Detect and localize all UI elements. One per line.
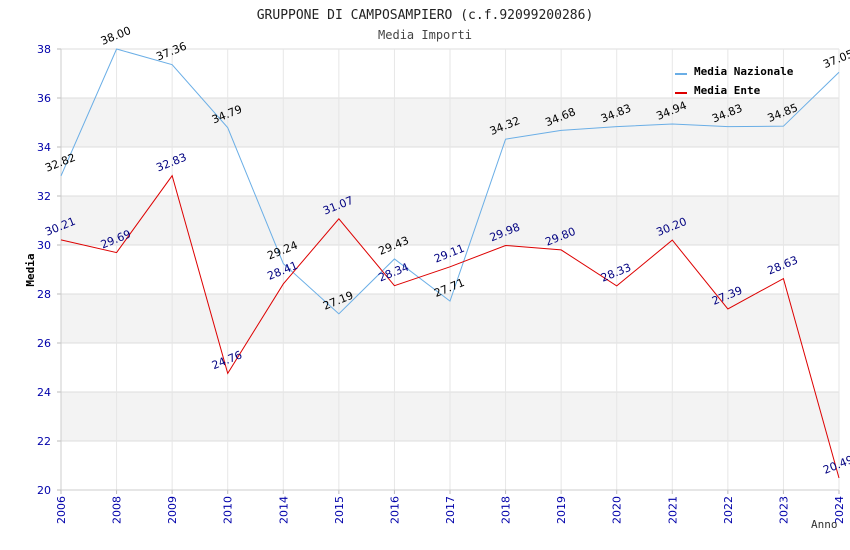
- data-label: 32.83: [154, 151, 188, 175]
- x-tick-label: 2022: [722, 496, 735, 524]
- chart-subtitle: Media Importi: [378, 28, 472, 42]
- x-tick-label: 2020: [611, 496, 624, 524]
- series-line-media-nazionale: [60, 48, 840, 315]
- x-tick-label: 2010: [222, 496, 235, 524]
- x-tick-label: 2016: [388, 496, 401, 524]
- y-tick-labels: 20 22 24 26 28 30 32 34 36 38: [37, 43, 51, 497]
- x-tick-label: 2024: [833, 496, 846, 524]
- y-tick-label: 26: [37, 337, 51, 350]
- x-tick-label: 2006: [55, 496, 68, 524]
- axes: [60, 49, 839, 491]
- data-label: 32.82: [43, 151, 77, 175]
- x-tick-label: 2021: [666, 496, 679, 524]
- y-tick-label: 32: [37, 190, 51, 203]
- legend-label: Media Ente: [694, 84, 761, 97]
- x-tick-label: 2023: [777, 496, 790, 524]
- y-tick-label: 30: [37, 239, 51, 252]
- y-tick-label: 20: [37, 484, 51, 497]
- y-tick-label: 38: [37, 43, 51, 56]
- series-lines: [60, 48, 840, 479]
- data-label: 28.34: [377, 261, 411, 285]
- data-label: 38.00: [99, 24, 133, 48]
- x-tick-label: 2017: [444, 496, 457, 524]
- x-tick-label: 2014: [277, 496, 290, 524]
- x-tick-label: 2019: [555, 496, 568, 524]
- chart-title: GRUPPONE DI CAMPOSAMPIERO (c.f.920992002…: [257, 8, 594, 23]
- x-tick-label: 2015: [333, 496, 346, 524]
- data-label: 37.36: [154, 40, 188, 64]
- legend: Media Nazionale Media Ente: [675, 65, 794, 97]
- y-tick-label: 28: [37, 288, 51, 301]
- legend-label: Media Nazionale: [694, 65, 794, 78]
- x-tick-labels: 2006 2008 2009 2010 2014 2015 2016 2017 2018 2019…: [55, 496, 846, 524]
- x-axis-label: Anno: [811, 518, 838, 531]
- series-line-media-ente: [60, 174, 840, 479]
- y-tick-label: 22: [37, 435, 51, 448]
- data-label: 20.49: [821, 453, 850, 477]
- x-tick-label: 2008: [111, 496, 124, 524]
- data-label: 37.05: [821, 47, 850, 71]
- data-label: 28.63: [766, 253, 800, 277]
- y-tick-label: 24: [37, 386, 51, 399]
- y-tick-label: 34: [37, 141, 51, 154]
- y-axis-label: Media: [24, 253, 37, 286]
- x-tick-label: 2018: [500, 496, 513, 524]
- x-tick-label: 2009: [166, 496, 179, 524]
- data-label: 24.76: [210, 348, 244, 372]
- data-label: 28.33: [599, 261, 633, 285]
- y-tick-label: 36: [37, 92, 51, 105]
